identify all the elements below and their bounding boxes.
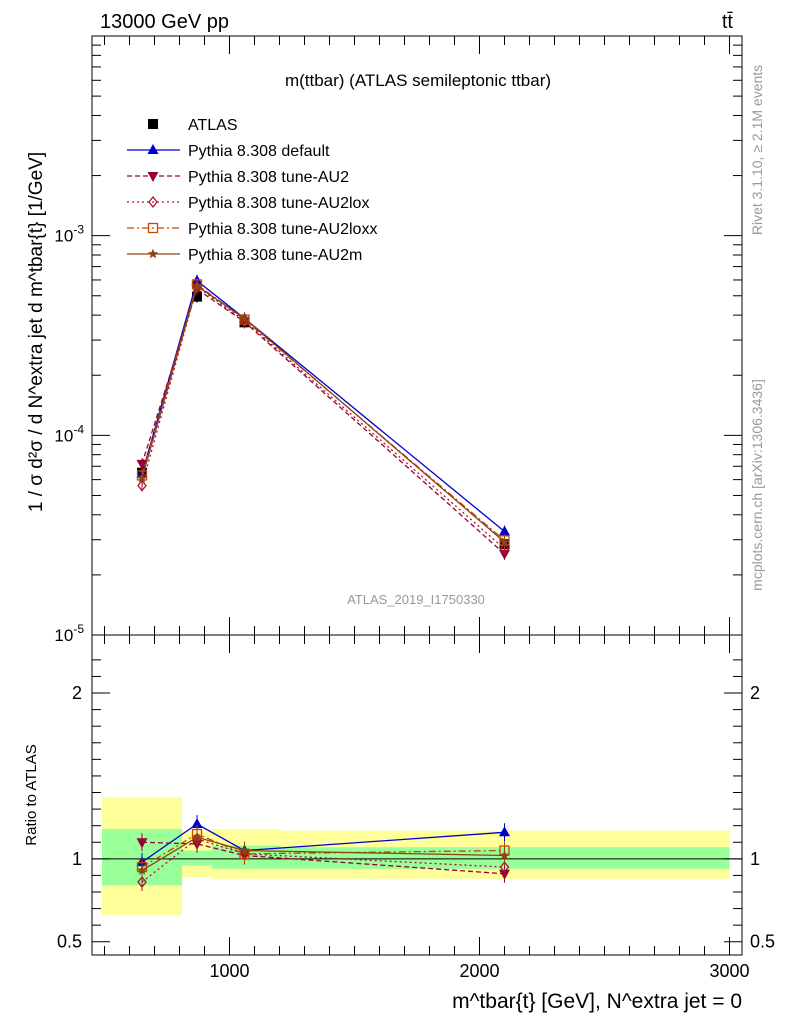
x-tick-label: 1000 [209,961,249,981]
x-tick-label: 2000 [459,961,499,981]
series-line [141,284,505,543]
series-line [141,285,505,550]
legend-entry: Pythia 8.308 tune-AU2lox [188,195,369,212]
ratio-data-point [239,845,250,855]
legend-entry: Pythia 8.308 default [188,143,330,160]
y-tick-label: 10-5 [54,622,84,645]
ratio-data-point [499,826,510,837]
legend-marker [148,119,158,129]
ratio-data-point [499,850,510,860]
data-point [239,314,250,327]
legend-marker [147,144,159,154]
legend-marker [147,222,159,234]
chart-title: m(ttbar) (ATLAS semileptonic ttbar) [285,71,551,90]
ratio-y-tick-label: 2 [72,683,82,703]
data-point [239,312,250,323]
ratio-y-tick-label: 1 [72,849,82,869]
ratio-data-point [191,818,203,829]
data-point [191,280,203,291]
legend-entry: Pythia 8.308 tune-AU2loxx [188,221,377,238]
mcplots-label: mcplots.cern.ch [arXiv:1306.3436] [749,379,765,591]
ratio-data-point [191,831,203,842]
ratio-y-tick-label: 1 [750,849,760,869]
legend-marker [147,248,159,259]
rivet-version-label: Rivet 3.1.10, ≥ 2.1M events [749,65,765,235]
data-point [499,536,510,547]
y-tick-label: 10-4 [54,422,84,445]
ratio-y-tick-label: 2 [750,683,760,703]
stat-uncertainty-band [182,850,212,866]
data-point [499,525,510,536]
series-line [141,288,505,555]
watermark-label: ATLAS_2019_I1750330 [347,592,485,607]
legend-marker [147,172,159,182]
plot-frame [91,634,743,956]
ratio-data-point [499,861,510,874]
legend-entry: Pythia 8.308 tune-AU2m [188,247,362,264]
ratio-series-line [141,836,505,871]
header-left: 13000 GeV pp [100,11,229,33]
data-point [499,542,510,555]
legend: ATLAS Pythia 8.308 default Pythia 8.308 tu… [127,117,377,264]
ratio-series-line [141,841,505,875]
data-point [137,479,147,492]
legend-entry: Pythia 8.308 tune-AU2 [188,169,349,186]
header-right: tt̄ [722,11,734,33]
y-tick-label: 10-3 [54,223,84,246]
data-point [192,291,202,302]
ratio-y-tick-label: 0.5 [750,932,775,952]
y-axis-label: 1 / σ d²σ / d N^extra jet d m^tbar{t} [1… [26,152,47,512]
series-line [141,283,505,541]
legend-marker [148,195,158,209]
data-point [136,472,148,483]
ratio-data-point [137,876,147,889]
main-panel: 10-5 10-4 10-3 [54,35,743,645]
ratio-y-axis-label: Ratio to ATLAS [23,744,40,845]
ratio-series-line [141,833,505,868]
x-axis-label: m^tbar{t} [GeV], N^extra jet = 0 [452,990,742,1013]
ratio-data-point [136,838,148,849]
ratio-data-point [136,864,148,875]
ratio-y-tick-label: 0.5 [57,932,82,952]
x-tick-label: 3000 [709,961,749,981]
legend-entry: ATLAS [188,117,238,134]
data-point [136,459,148,470]
